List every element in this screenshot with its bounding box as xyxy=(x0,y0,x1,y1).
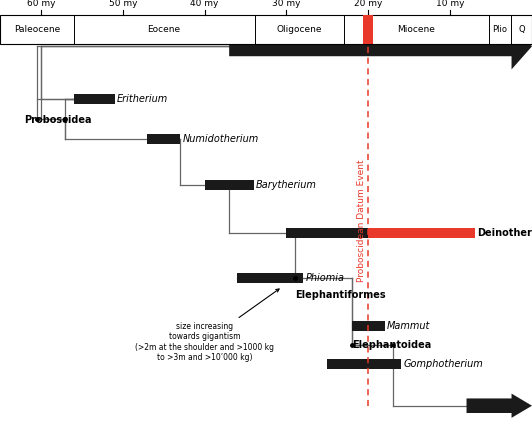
Text: 50 my: 50 my xyxy=(109,0,137,8)
Text: Deinotheriidae: Deinotheriidae xyxy=(477,228,532,238)
Text: Plio: Plio xyxy=(492,25,507,34)
Bar xyxy=(286,228,368,238)
Text: Miocene: Miocene xyxy=(397,25,435,34)
Text: Oligocene: Oligocene xyxy=(277,25,322,34)
Text: Gomphotherium: Gomphotherium xyxy=(403,359,483,369)
Bar xyxy=(363,15,373,44)
Text: Barytherium: Barytherium xyxy=(256,180,317,190)
Text: Mammut: Mammut xyxy=(387,321,430,331)
Bar xyxy=(147,134,180,144)
Text: Elephantiformes: Elephantiformes xyxy=(295,290,385,299)
Text: Phiomia: Phiomia xyxy=(305,273,344,283)
Text: size increasing
towards gigantism
(>2m at the shoulder and >1000 kg
to >3m and >: size increasing towards gigantism (>2m a… xyxy=(135,289,279,362)
Bar xyxy=(205,180,254,190)
Bar xyxy=(73,94,114,104)
Text: Eritherium: Eritherium xyxy=(117,94,168,104)
Text: Paleocene: Paleocene xyxy=(14,25,60,34)
Text: 30 my: 30 my xyxy=(272,0,301,8)
Text: Proboscidean Datum Event: Proboscidean Datum Event xyxy=(358,159,366,282)
Text: Elephantoidea: Elephantoidea xyxy=(352,340,431,350)
Text: 20 my: 20 my xyxy=(354,0,383,8)
Bar xyxy=(327,359,401,369)
FancyArrow shape xyxy=(229,23,532,69)
Text: Proboscidea: Proboscidea xyxy=(24,115,92,125)
FancyArrow shape xyxy=(467,393,532,418)
Bar xyxy=(352,321,385,331)
Text: Eocene: Eocene xyxy=(147,25,181,34)
Text: Q: Q xyxy=(518,25,525,34)
Text: Numidotherium: Numidotherium xyxy=(182,134,259,144)
Bar xyxy=(237,273,303,283)
Text: 40 my: 40 my xyxy=(190,0,219,8)
Bar xyxy=(368,228,475,238)
Bar xyxy=(0,15,532,44)
Text: 60 my: 60 my xyxy=(27,0,55,8)
Text: 10 my: 10 my xyxy=(436,0,464,8)
